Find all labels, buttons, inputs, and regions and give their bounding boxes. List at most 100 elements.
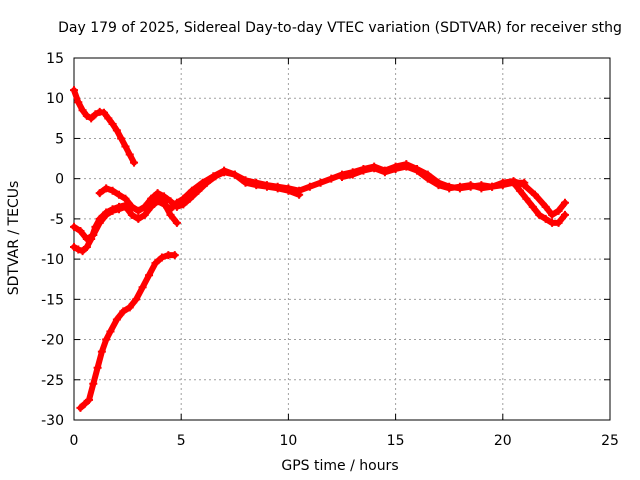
data-point — [535, 210, 544, 219]
data-point — [295, 190, 304, 199]
data-point — [241, 178, 250, 187]
y-tick-label: 5 — [55, 131, 64, 147]
data-point — [172, 218, 181, 227]
data-point — [82, 243, 91, 252]
data-point — [91, 110, 100, 119]
data-point — [198, 178, 207, 187]
series-line — [71, 87, 137, 166]
data-point — [445, 184, 454, 193]
data-point — [284, 186, 293, 195]
data-point — [115, 190, 124, 199]
data-point — [220, 166, 229, 175]
data-point — [70, 86, 78, 95]
series-layer — [70, 86, 569, 412]
y-tick-label: -25 — [41, 373, 64, 389]
data-point — [121, 142, 130, 151]
data-point — [391, 165, 400, 174]
data-point — [179, 194, 188, 203]
data-point — [230, 170, 239, 179]
data-point — [138, 283, 147, 292]
data-point — [172, 198, 181, 207]
data-point — [95, 189, 104, 198]
data-point — [498, 178, 507, 187]
data-point — [82, 111, 91, 120]
data-point — [112, 315, 121, 324]
data-point — [140, 210, 149, 219]
data-point — [488, 182, 497, 191]
x-tick-label: 10 — [279, 433, 297, 449]
y-tick-label: 15 — [46, 51, 64, 67]
data-point — [140, 202, 149, 211]
data-point — [160, 198, 169, 207]
data-point — [89, 230, 98, 239]
data-point — [125, 150, 134, 159]
x-tick-label: 5 — [177, 433, 186, 449]
data-point — [359, 166, 368, 175]
data-point — [106, 327, 115, 336]
data-point — [520, 181, 529, 190]
data-point — [402, 162, 411, 171]
data-point — [112, 126, 121, 135]
x-tick-label: 25 — [601, 433, 619, 449]
x-tick-label: 20 — [494, 433, 512, 449]
y-tick-label: 0 — [55, 172, 64, 188]
data-point — [134, 214, 143, 223]
data-point — [522, 194, 531, 203]
data-point — [145, 271, 154, 280]
data-point — [132, 295, 141, 304]
data-point — [93, 363, 102, 372]
data-point — [108, 186, 117, 195]
y-tick-label: -30 — [41, 413, 64, 429]
y-tick-label: -20 — [41, 333, 64, 349]
data-point — [147, 198, 156, 207]
series-arc-7 — [509, 178, 569, 227]
data-point — [74, 245, 83, 254]
chart-title: Day 179 of 2025, Sidereal Day-to-day VTE… — [58, 20, 622, 36]
data-point — [187, 186, 196, 195]
data-point — [477, 184, 486, 193]
data-point — [134, 206, 143, 215]
data-point — [434, 181, 443, 190]
plot-frame — [73, 57, 611, 421]
x-axis-label: GPS time / hours — [281, 458, 398, 474]
data-point — [115, 205, 124, 214]
grid-layer — [74, 58, 610, 420]
data-point — [100, 108, 109, 117]
data-point — [78, 106, 87, 115]
data-point — [157, 253, 166, 262]
data-point — [262, 182, 271, 191]
y-axis-label: SDTVAR / TECUs — [6, 181, 22, 296]
data-point — [548, 210, 557, 219]
data-point — [70, 222, 78, 231]
data-point — [89, 379, 98, 388]
data-point — [305, 182, 314, 191]
data-point — [74, 98, 83, 107]
data-point — [130, 158, 139, 167]
data-point — [252, 181, 261, 190]
x-tick-label: 15 — [387, 433, 405, 449]
y-tick-label: -5 — [50, 212, 64, 228]
data-point — [530, 190, 539, 199]
tick-layer: 0 5 10 15 20 25 -30 -25 -20 -15 -10 -5 0 5 10 15 — [41, 51, 619, 449]
data-point — [166, 210, 175, 219]
series-arc-1 — [70, 86, 139, 167]
data-point — [80, 399, 89, 408]
data-point — [455, 182, 464, 191]
data-point — [82, 235, 91, 243]
data-point — [423, 174, 432, 183]
data-point — [153, 194, 162, 203]
series-arc-4 — [95, 184, 181, 227]
y-tick-label: 10 — [46, 91, 64, 107]
data-point — [102, 210, 111, 219]
data-point — [170, 251, 179, 260]
x-tick-label: 0 — [70, 433, 79, 449]
data-point — [515, 186, 524, 195]
data-point — [87, 114, 96, 123]
data-point — [76, 226, 85, 235]
data-point — [380, 168, 389, 177]
series-arc-6 — [338, 162, 569, 219]
data-point — [466, 181, 475, 190]
data-point — [166, 197, 175, 206]
data-point — [209, 172, 218, 181]
